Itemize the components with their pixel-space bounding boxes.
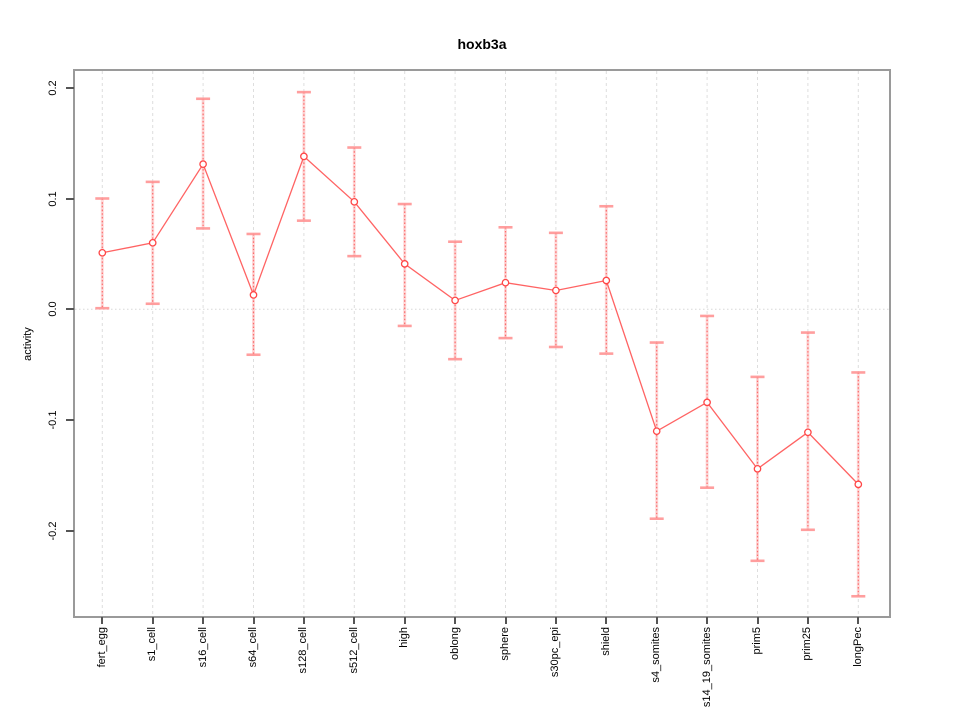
plot-area	[75, 71, 889, 616]
data-point	[350, 197, 359, 206]
x-tick-label: prim25	[801, 627, 814, 661]
x-tick-label: s512_cell	[347, 627, 360, 674]
x-tick-label: s4_somites	[650, 627, 663, 683]
x-tick-label: fert_egg	[95, 627, 108, 668]
x-tick-mark	[454, 617, 457, 624]
y-tick-mark	[66, 197, 74, 200]
x-tick-mark	[151, 617, 154, 624]
x-tick-label: s128_cell	[297, 627, 310, 674]
chart-title: hoxb3a	[457, 36, 507, 52]
data-point	[652, 427, 661, 436]
y-tick-label: -0.2	[47, 521, 59, 541]
x-tick-label: s30pc_epi	[549, 627, 562, 678]
x-tick-mark	[353, 617, 356, 624]
y-tick-label: -0.1	[47, 410, 59, 430]
data-point	[602, 276, 611, 285]
y-tick-label: 0.1	[47, 190, 59, 207]
data-point	[98, 248, 107, 257]
x-tick-label: s64_cell	[247, 627, 259, 668]
x-tick-label: high	[398, 627, 411, 648]
x-tick-mark	[403, 617, 406, 624]
x-tick-mark	[706, 617, 709, 624]
x-tick-label: s16_cell	[196, 627, 209, 668]
x-tick-mark	[202, 617, 205, 624]
x-tick-mark	[554, 617, 557, 624]
x-tick-mark	[302, 617, 305, 624]
data-point	[300, 152, 308, 161]
y-axis-title: activity	[22, 326, 34, 361]
data-point	[400, 260, 409, 268]
x-tick-mark	[857, 617, 860, 624]
data-point	[501, 278, 510, 287]
y-tick-label: 0.2	[47, 80, 59, 96]
plot-border-box	[73, 69, 891, 618]
data-point	[249, 291, 258, 299]
x-tick-mark	[605, 617, 608, 624]
x-tick-label: longPec	[851, 627, 864, 667]
x-tick-mark	[101, 617, 104, 624]
series-line	[102, 155, 859, 485]
x-tick-mark	[756, 617, 759, 624]
data-point	[703, 398, 711, 407]
x-tick-mark	[252, 617, 255, 624]
y-tick-mark	[66, 86, 74, 89]
data-point	[451, 296, 459, 305]
y-tick-label: 0.0	[47, 301, 59, 317]
data-point	[199, 160, 207, 169]
data-point	[753, 465, 762, 473]
y-tick-mark	[66, 419, 74, 422]
x-tick-label: s1_cell	[146, 627, 159, 662]
data-point	[148, 238, 157, 247]
x-tick-mark	[504, 617, 507, 624]
y-tick-mark	[66, 529, 74, 532]
data-point	[552, 286, 560, 295]
x-tick-label: s14_19_somites	[700, 627, 713, 708]
x-tick-label: shield	[599, 627, 612, 656]
data-point	[854, 480, 863, 489]
y-tick-mark	[66, 308, 74, 311]
x-tick-label: sphere	[499, 627, 511, 661]
x-tick-mark	[806, 617, 809, 624]
x-tick-label: oblong	[448, 627, 461, 661]
data-point	[804, 428, 812, 437]
x-tick-mark	[655, 617, 658, 624]
x-tick-label: prim5	[751, 627, 763, 655]
